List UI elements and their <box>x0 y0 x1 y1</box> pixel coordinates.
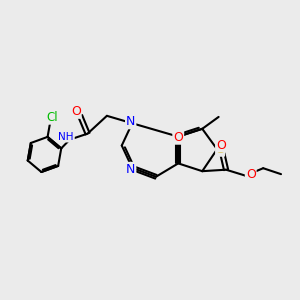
Text: S: S <box>216 143 224 156</box>
Text: O: O <box>71 105 81 118</box>
Text: O: O <box>246 168 256 181</box>
Text: N: N <box>126 115 135 128</box>
Text: O: O <box>217 139 226 152</box>
Text: O: O <box>173 131 183 144</box>
Text: NH: NH <box>58 132 74 142</box>
Text: N: N <box>126 163 135 176</box>
Text: Cl: Cl <box>46 111 58 124</box>
